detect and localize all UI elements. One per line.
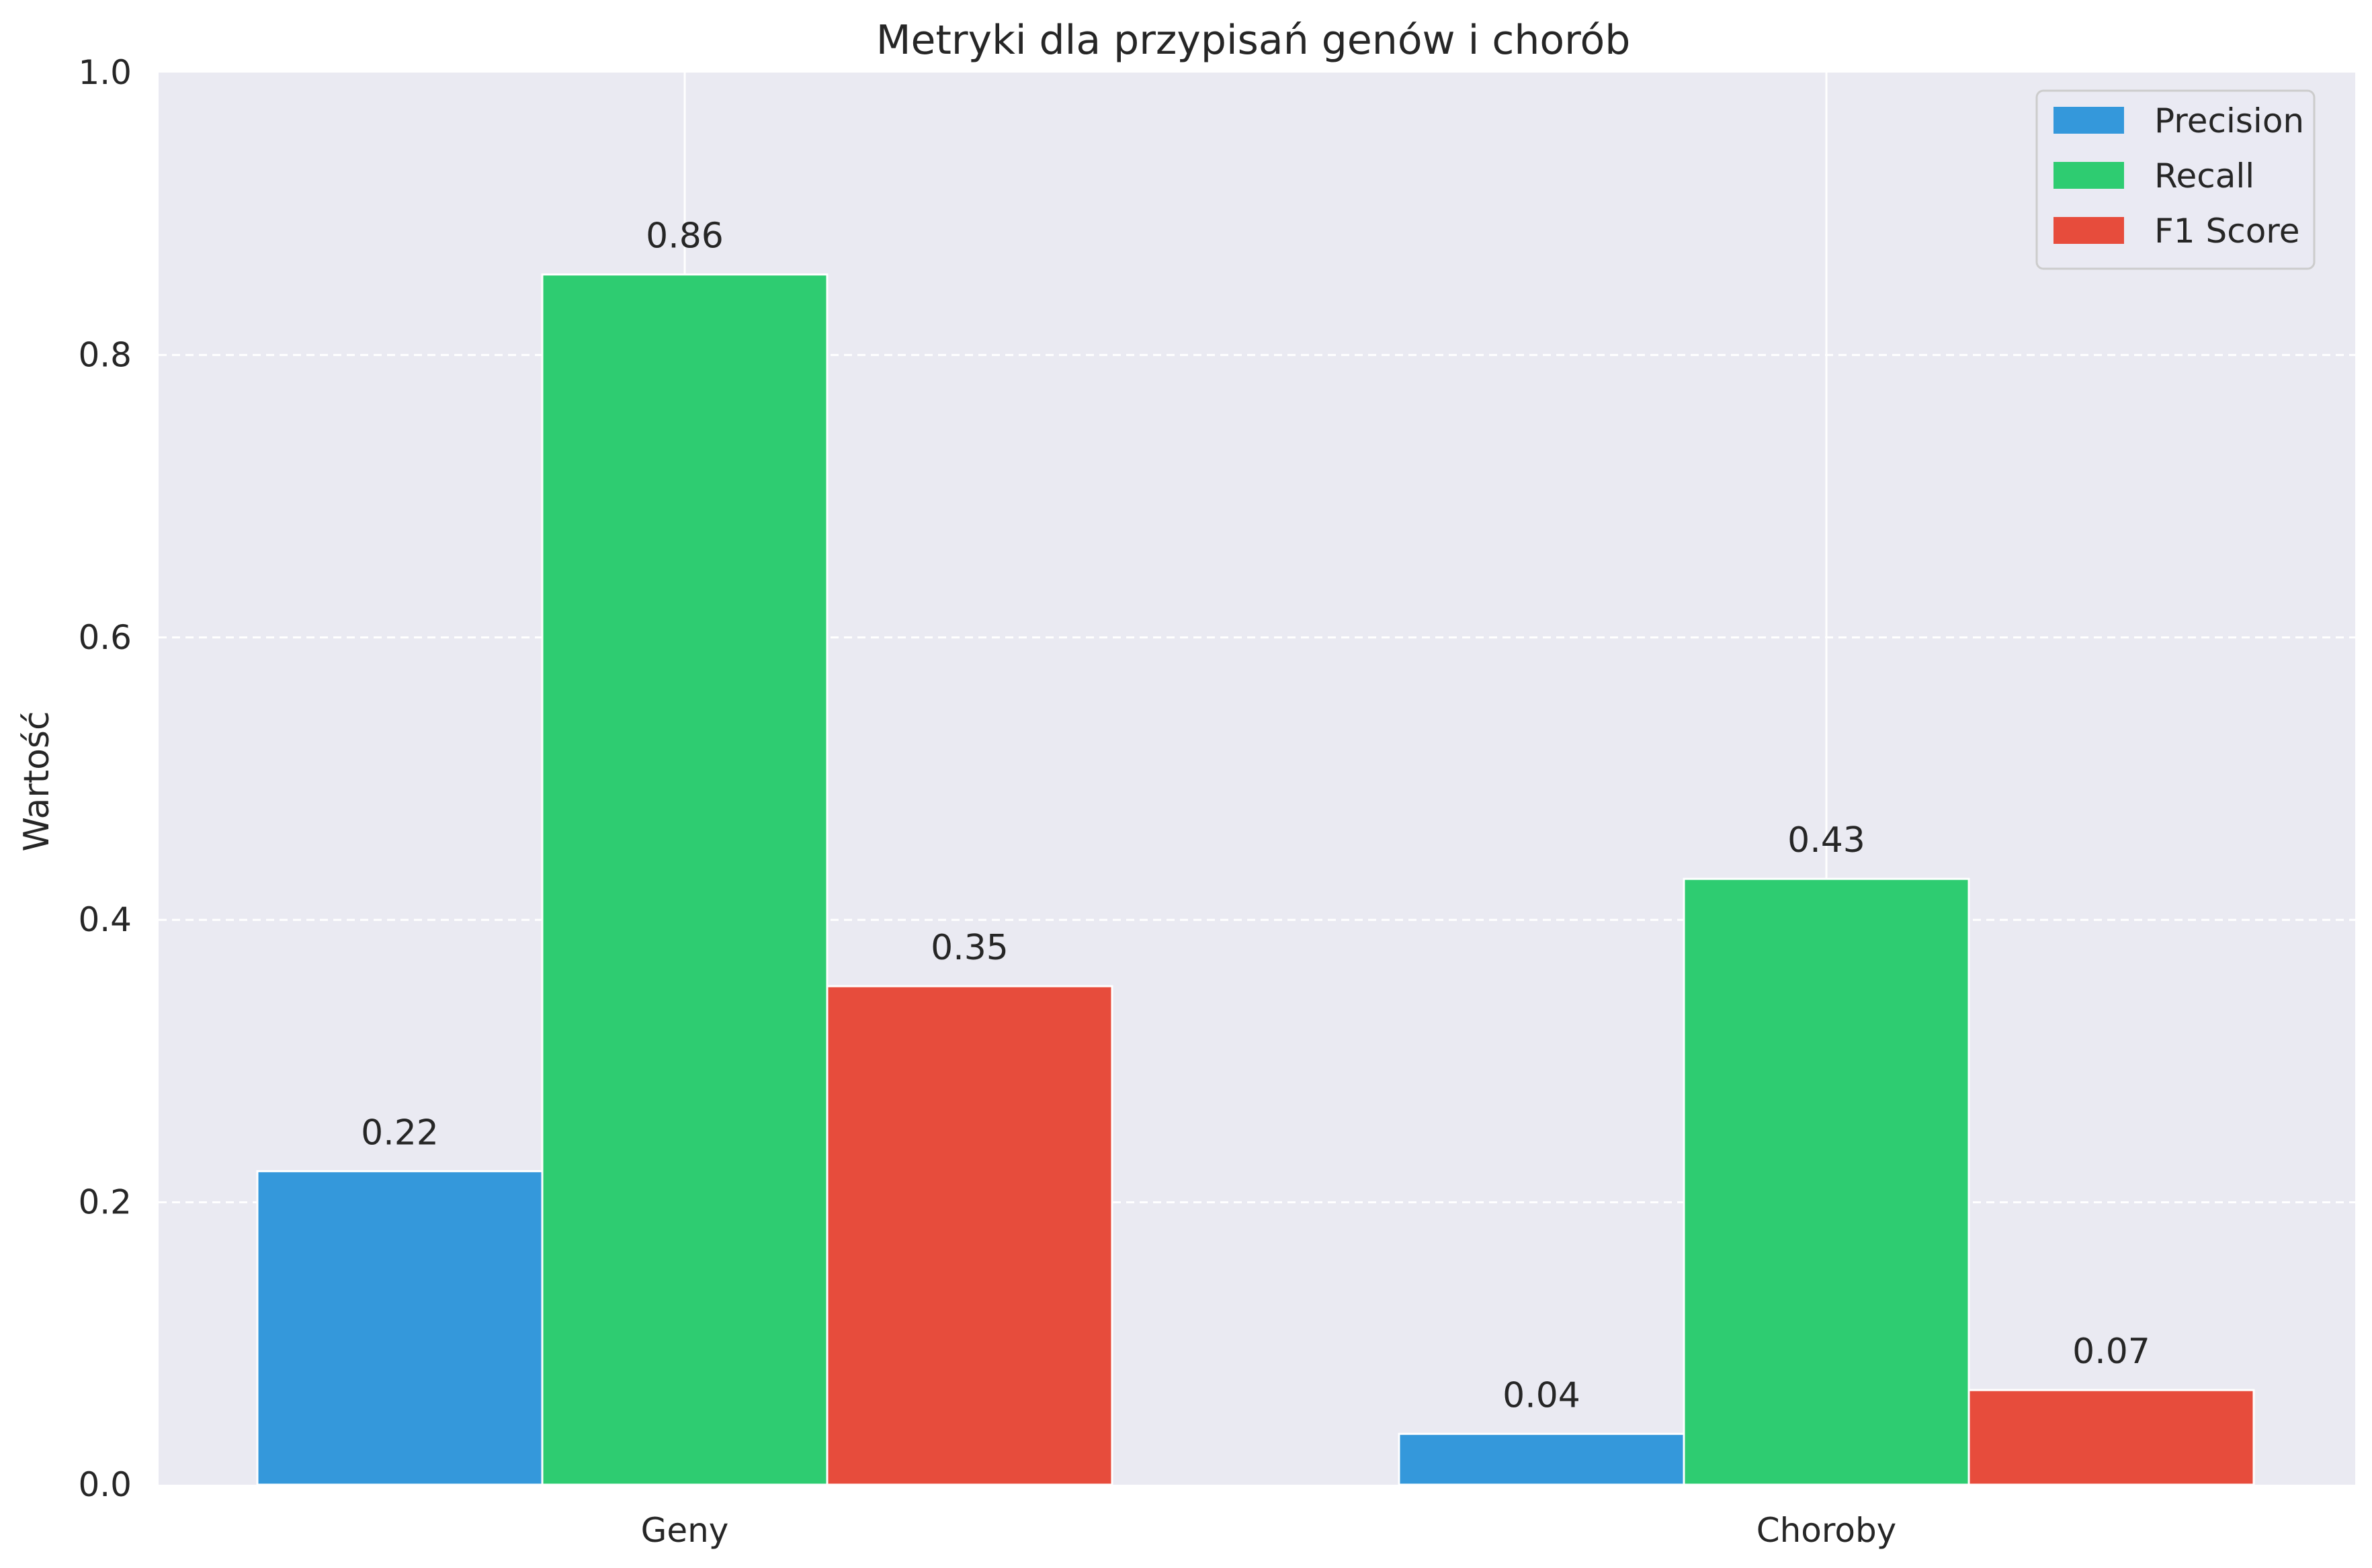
y-tick-label: 1.0 xyxy=(78,53,132,92)
bar-value-label: 0.43 xyxy=(1787,820,1865,861)
y-tick-label: 0.6 xyxy=(78,618,132,657)
legend-label: Precision xyxy=(2154,101,2304,140)
bar-value-label: 0.86 xyxy=(646,216,724,257)
bars xyxy=(256,273,2255,1486)
bar-precision-choroby xyxy=(1398,1432,1685,1486)
bar-f1-score-choroby xyxy=(1967,1389,2255,1486)
bar-precision-geny xyxy=(256,1170,544,1486)
bar-recall-choroby xyxy=(1683,877,1970,1486)
bar-value-label: 0.04 xyxy=(1502,1375,1580,1415)
bar-labels: 0.22 0.86 0.35 0.04 0.43 0.07 xyxy=(361,216,2150,1416)
y-axis: 0.0 0.2 0.4 0.6 0.8 1.0 xyxy=(78,53,132,1504)
legend-label: F1 Score xyxy=(2154,212,2300,251)
x-tick-label: Choroby xyxy=(1756,1511,1897,1550)
x-axis: Geny Choroby xyxy=(641,1511,1897,1550)
legend-swatch xyxy=(2053,162,2124,189)
legend: Precision Recall F1 Score xyxy=(2035,89,2316,270)
bar-recall-geny xyxy=(541,273,829,1486)
y-tick-label: 0.8 xyxy=(78,335,132,374)
legend-swatch xyxy=(2053,107,2124,134)
y-axis-label: Wartość xyxy=(17,711,57,851)
bar-value-label: 0.35 xyxy=(931,928,1009,968)
bar-f1-score-geny xyxy=(826,985,1113,1486)
bar-value-label: 0.07 xyxy=(2072,1332,2150,1372)
y-tick-label: 0.0 xyxy=(78,1465,132,1504)
chart-title: Metryki dla przypisań genów i chorób xyxy=(876,17,1631,64)
x-tick-label: Geny xyxy=(641,1511,729,1550)
y-tick-label: 0.4 xyxy=(78,900,132,939)
bar-value-label: 0.22 xyxy=(361,1113,439,1153)
legend-label: Recall xyxy=(2154,157,2254,195)
y-tick-label: 0.2 xyxy=(78,1183,132,1222)
legend-swatch xyxy=(2053,217,2124,244)
